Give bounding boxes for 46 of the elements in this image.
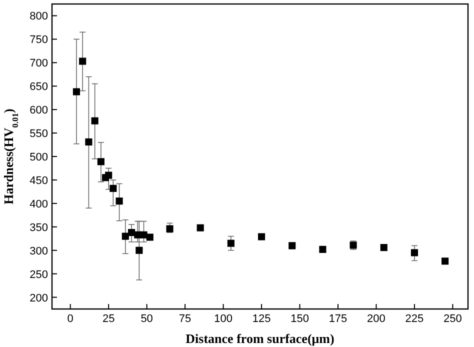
x-tick-label: 0 — [67, 313, 74, 325]
point — [319, 246, 326, 253]
point — [97, 158, 104, 166]
y-tick-label: 750 — [30, 34, 48, 46]
point — [91, 117, 98, 124]
y-tick-label: 700 — [30, 58, 48, 70]
y-tick-label: 250 — [30, 268, 48, 281]
y-tick-label: 650 — [30, 81, 48, 94]
y-tick-label: 400 — [30, 198, 48, 210]
point — [196, 224, 204, 232]
y-tick-label: 300 — [30, 245, 48, 258]
point — [85, 138, 92, 146]
x-tick-label: 50 — [140, 313, 153, 325]
y-tick-label: 800 — [30, 10, 48, 23]
y-tick-label: 450 — [30, 174, 48, 187]
point — [79, 58, 86, 65]
point — [122, 232, 129, 240]
point — [136, 246, 143, 254]
x-tick-label: 200 — [367, 313, 386, 325]
x-tick-label: 150 — [290, 313, 309, 325]
point — [442, 258, 449, 265]
y-tick-label: 500 — [30, 152, 48, 164]
point — [140, 231, 148, 238]
point — [288, 242, 296, 250]
y-tick-label: 550 — [30, 128, 48, 140]
x-tick-label: 225 — [405, 313, 424, 325]
point — [72, 88, 80, 96]
point — [227, 240, 234, 247]
x-tick-label: 75 — [178, 313, 192, 325]
x-tick-label: 25 — [102, 313, 115, 325]
point — [116, 198, 123, 205]
point — [166, 225, 174, 232]
point — [146, 234, 154, 241]
y-tick-label: 200 — [30, 292, 48, 304]
point — [380, 244, 388, 252]
y-tick-label: 600 — [30, 104, 48, 117]
x-tick-label: 100 — [214, 313, 232, 325]
point — [105, 172, 112, 179]
x-tick-label: 175 — [328, 313, 348, 325]
y-tick-label: 350 — [30, 222, 48, 234]
x-tick-label: 125 — [252, 313, 271, 325]
x-tick-label: 250 — [444, 313, 462, 325]
point — [110, 184, 117, 192]
point — [410, 249, 418, 256]
x-axis-title: Distance from surface(μm) — [186, 331, 334, 346]
point — [258, 233, 266, 240]
